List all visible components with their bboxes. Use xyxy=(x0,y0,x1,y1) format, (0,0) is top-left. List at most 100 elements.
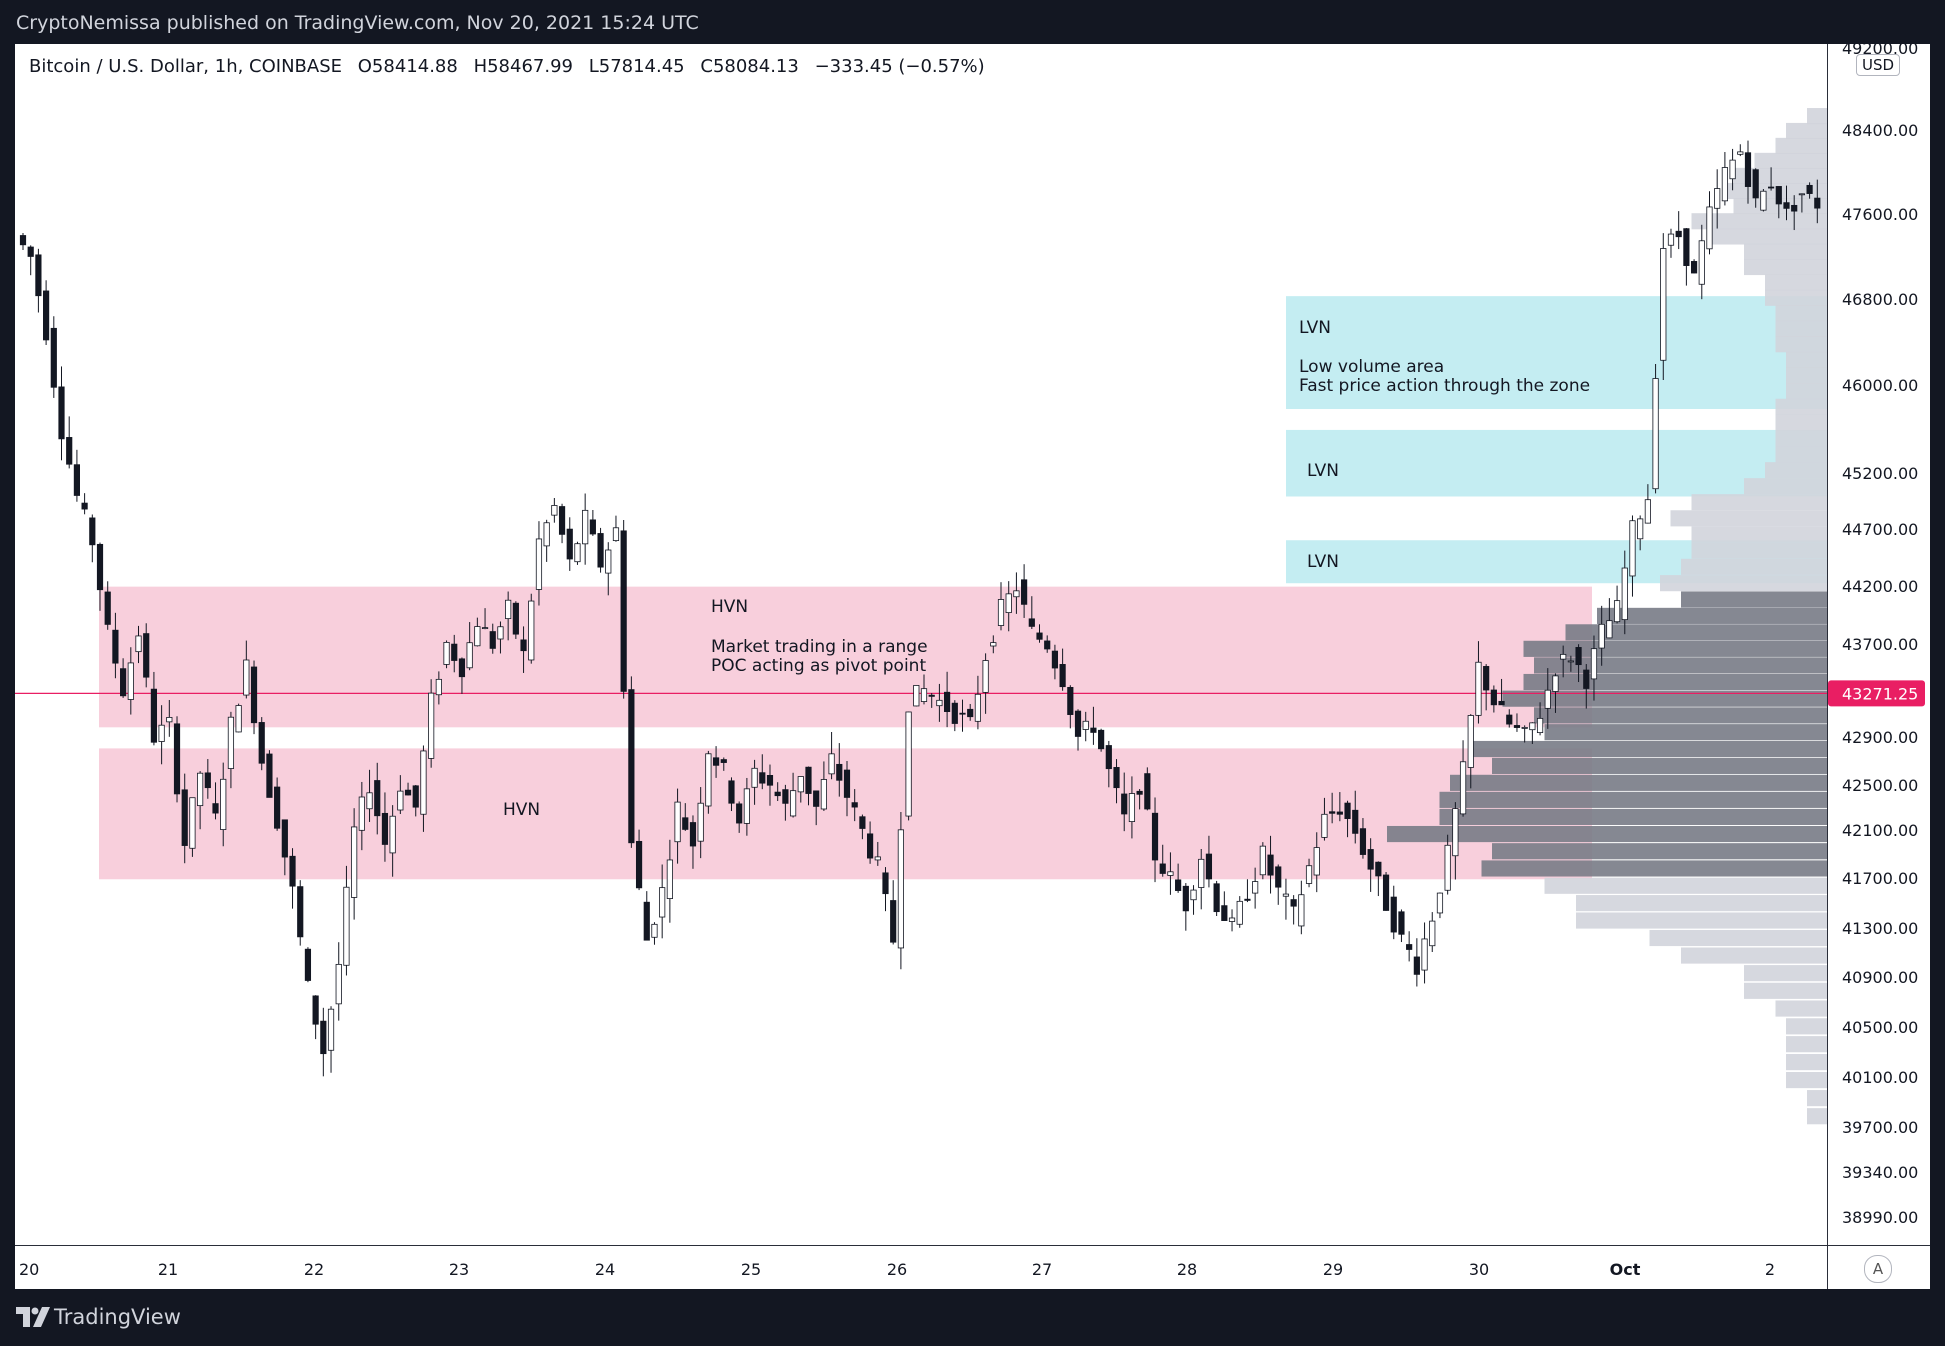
candle-down xyxy=(266,753,273,798)
candle-down xyxy=(512,602,519,635)
price-chart[interactable]: HVN Market trading in a range POC acting… xyxy=(15,44,1827,1245)
profile-bar xyxy=(1576,912,1827,929)
candle-up xyxy=(535,538,543,590)
candle-down xyxy=(859,816,866,829)
auto-scale-button[interactable]: A xyxy=(1864,1255,1892,1283)
candle-down xyxy=(1098,729,1105,750)
candle-down xyxy=(1398,911,1405,935)
lvn-top-line2: Fast price action through the zone xyxy=(1299,376,1590,396)
candle-down xyxy=(412,785,419,808)
price-tick-label: 41700.00 xyxy=(1842,869,1918,888)
candle-up xyxy=(351,826,358,898)
candle-down xyxy=(1036,632,1043,640)
price-tick-label: 42100.00 xyxy=(1842,821,1918,840)
candle-up xyxy=(327,1008,335,1051)
candle-up xyxy=(974,693,982,722)
candle-down xyxy=(451,643,458,661)
candle-down xyxy=(944,691,951,712)
candle-down xyxy=(150,688,158,743)
price-tick-label: 46000.00 xyxy=(1842,376,1918,395)
candle-down xyxy=(304,948,312,981)
candle-down xyxy=(805,766,812,794)
zone-lvn-mid[interactable] xyxy=(1286,429,1827,497)
candle-down xyxy=(81,502,88,510)
time-tick-label: 23 xyxy=(449,1260,469,1279)
candle-up xyxy=(1536,717,1544,734)
candle-up xyxy=(1167,871,1174,876)
candle-down xyxy=(782,789,789,804)
profile-bar xyxy=(1744,982,1827,999)
candle-up xyxy=(1236,900,1243,925)
candle-up xyxy=(820,779,827,810)
candle-down xyxy=(520,639,527,652)
candle-down xyxy=(682,817,689,830)
profile-bar xyxy=(1765,462,1827,479)
candle-down xyxy=(1182,885,1189,912)
candle-down xyxy=(558,506,566,535)
zone-hvn-upper[interactable] xyxy=(99,586,1592,728)
candle-up xyxy=(1128,793,1136,822)
candle-up xyxy=(428,692,435,759)
candle-up xyxy=(1252,881,1259,894)
candle-down xyxy=(628,689,635,844)
profile-bar xyxy=(1786,122,1827,140)
candle-down xyxy=(58,386,65,440)
candle-down xyxy=(35,254,42,297)
profile-bar xyxy=(1450,774,1827,791)
candle-up xyxy=(1590,648,1598,680)
candle-up xyxy=(797,776,804,793)
candle-down xyxy=(381,812,389,845)
time-tick-label: 22 xyxy=(304,1260,324,1279)
legend-symbol: Bitcoin / U.S. Dollar, 1h, COINBASE xyxy=(29,56,343,77)
candle-up xyxy=(135,635,142,653)
candle-down xyxy=(928,694,935,697)
currency-badge[interactable]: USD xyxy=(1856,54,1901,76)
candle-down xyxy=(1690,261,1698,274)
price-tick-label: 41300.00 xyxy=(1842,919,1918,938)
legend-close: C58084.13 xyxy=(700,56,799,77)
candle-up xyxy=(1552,675,1559,692)
candle-down xyxy=(1290,899,1297,907)
price-axis[interactable]: 49200.00 48400.00 47600.00 46800.00 46000.00… xyxy=(1827,39,1931,1245)
candle-up xyxy=(1721,167,1728,202)
profile-bar xyxy=(1502,690,1827,707)
hvn-upper-line2: POC acting as pivot point xyxy=(711,656,926,676)
tradingview-logo-icon xyxy=(16,1307,50,1327)
lvn-mid-title: LVN xyxy=(1307,461,1339,481)
candle-up xyxy=(505,599,512,620)
candle-down xyxy=(766,775,774,786)
candle-up xyxy=(674,801,681,843)
candle-up xyxy=(1667,233,1675,246)
chart-pane[interactable]: HVN Market trading in a range POC acting… xyxy=(15,44,1827,1245)
candle-up xyxy=(220,778,227,830)
profile-bar xyxy=(1775,430,1827,447)
candle-down xyxy=(43,290,50,341)
candle-up xyxy=(1436,892,1444,914)
profile-bar xyxy=(1492,757,1827,774)
candle-up xyxy=(1760,190,1767,211)
candle-down xyxy=(320,1020,327,1055)
candle-down xyxy=(843,769,851,798)
time-tick-label: 24 xyxy=(595,1260,615,1279)
profile-bar xyxy=(1691,494,1827,511)
candle-down xyxy=(1344,802,1351,819)
zone-lvn-top[interactable] xyxy=(1286,296,1827,410)
lvn-top-line1: Low volume area xyxy=(1299,357,1444,377)
profile-bar xyxy=(1691,526,1827,543)
candle-up xyxy=(1282,893,1290,897)
time-axis[interactable]: 20 21 22 23 24 25 26 27 28 29 30 Oct 2 xyxy=(15,1245,1827,1289)
candle-up xyxy=(389,815,396,854)
candle-down xyxy=(374,780,381,817)
candle-up xyxy=(420,750,427,815)
candle-down xyxy=(712,757,720,766)
time-axis-svg[interactable]: 20 21 22 23 24 25 26 27 28 29 30 Oct 2 xyxy=(15,1246,1827,1290)
profile-bar xyxy=(1754,152,1827,169)
price-tick-label: 40100.00 xyxy=(1842,1068,1918,1087)
price-axis-svg[interactable]: 49200.00 48400.00 47600.00 46800.00 46000.00… xyxy=(1828,39,1931,1245)
candle-up xyxy=(1521,727,1528,729)
candle-down xyxy=(1067,686,1074,715)
candle-up xyxy=(1305,865,1313,884)
candle-down xyxy=(1359,828,1367,855)
candle-up xyxy=(1475,661,1482,716)
symbol-legend[interactable]: Bitcoin / U.S. Dollar, 1h, COINBASE O584… xyxy=(29,56,995,77)
